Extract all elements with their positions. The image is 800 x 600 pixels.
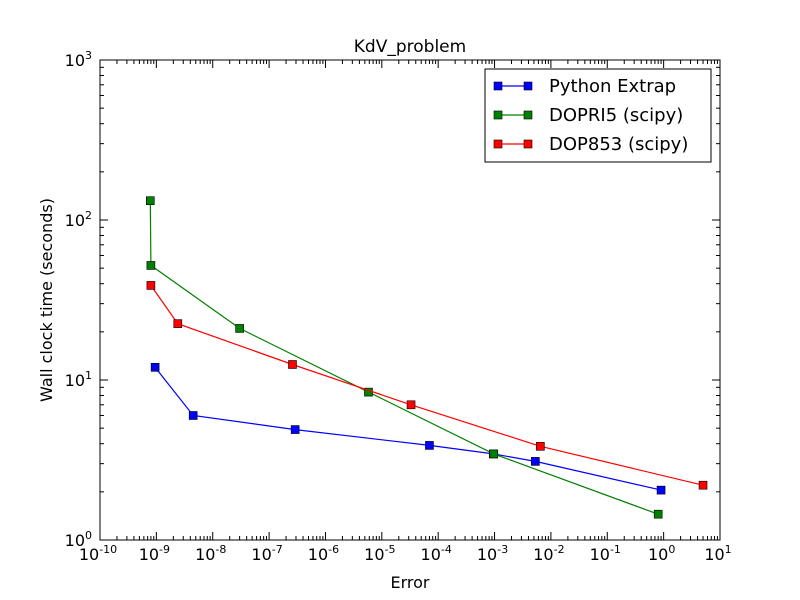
y-tick-label: 100 [65, 529, 92, 550]
data-point-dop853-scipy [536, 442, 545, 451]
data-point-python-extrap [290, 425, 300, 434]
series-line-dopri5-scipy [149, 200, 659, 515]
y-tick-label: 103 [65, 49, 92, 70]
data-point-python-extrap [531, 457, 540, 466]
x-axis-label: Error [391, 573, 430, 592]
data-point-dopri5-scipy [489, 449, 499, 459]
x-tick-label: 10-7 [251, 543, 282, 564]
data-point-dop853-scipy [173, 319, 183, 328]
y-axis-label: Wall clock time (seconds) [37, 198, 56, 402]
data-point-python-extrap [656, 485, 666, 495]
legend-label-python-extrap: Python Extrap [549, 76, 676, 97]
y-tick-label: 101 [65, 369, 92, 390]
legend-marker-dop853-scipy [493, 139, 503, 149]
legend-marker-dopri5-scipy [493, 110, 503, 120]
x-tick-label: 10-6 [308, 543, 339, 564]
series-line-python-extrap [154, 366, 662, 491]
x-tick-label: 10-10 [79, 543, 117, 564]
data-point-dopri5-scipy [235, 324, 244, 333]
data-point-dopri5-scipy [146, 261, 156, 270]
x-tick-label: 10-8 [195, 543, 226, 564]
legend-marker-python-extrap [493, 81, 503, 91]
x-tick-label: 10-5 [364, 543, 395, 564]
x-tick-label: 10-1 [590, 543, 621, 564]
data-point-dop853-scipy [406, 400, 416, 410]
x-tick-label: 10-2 [533, 543, 564, 564]
data-point-dopri5-scipy [653, 509, 663, 519]
data-point-dopri5-scipy [145, 196, 155, 206]
x-tick-label: 10-9 [139, 543, 170, 564]
data-point-dop853-scipy [698, 480, 708, 490]
legend-label-dop853-scipy: DOP853 (scipy) [549, 134, 688, 155]
data-point-python-extrap [425, 441, 434, 450]
series-group [145, 196, 708, 519]
data-point-dop853-scipy [288, 360, 297, 369]
x-tick-label: 101 [704, 543, 731, 564]
data-point-python-extrap [150, 363, 160, 372]
axis-ticks: 10-10 10-9 10-8 10-7 10-6 10-5 10-4 10-3 10-2 10-… [65, 49, 732, 564]
y-tick-label: 102 [65, 209, 92, 230]
x-tick-label: 100 [648, 543, 675, 564]
legend-marker-dop853-scipy [523, 139, 533, 149]
plot-frame [99, 59, 721, 541]
data-point-dop853-scipy [146, 281, 156, 290]
legend: Python Extrap DOPRI5 (scipy) DOP853 (scipy… [484, 68, 712, 163]
chart-title: KdV_problem [354, 37, 466, 57]
x-tick-label: 10-4 [421, 543, 452, 564]
data-point-python-extrap [188, 411, 198, 420]
legend-marker-python-extrap [523, 81, 533, 91]
legend-label-dopri5-scipy: DOPRI5 (scipy) [549, 105, 683, 126]
series-line-dop853-scipy [150, 285, 704, 486]
legend-marker-dopri5-scipy [523, 110, 533, 120]
x-tick-label: 10-3 [477, 543, 508, 564]
